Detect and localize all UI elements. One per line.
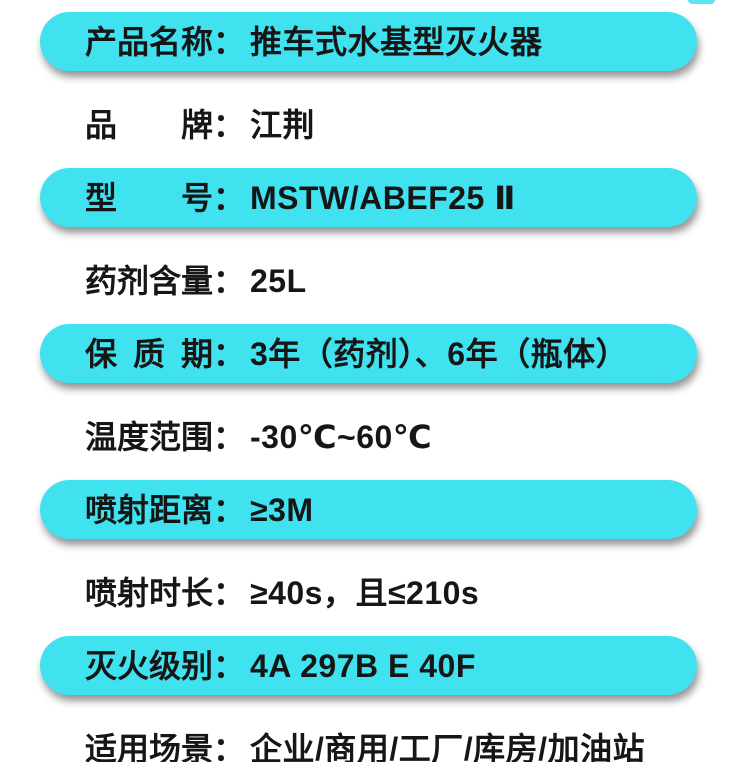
spec-row-inner: 产品名称：推车式水基型灭火器 [40,12,697,71]
spec-colon: ： [213,23,246,60]
spec-row: 喷射距离： ≥3M [0,480,750,552]
spec-row: 喷射时长： ≥40s，且≤210s [0,552,750,624]
spec-colon: ： [213,647,246,684]
spec-row: 适用场景：企业/商用/工厂/库房/加油站 [0,708,750,762]
spec-colon: ： [213,491,246,528]
spec-value: MSTW/ABEF25 Ⅱ [250,179,516,216]
spec-row-inner: 适用场景：企业/商用/工厂/库房/加油站 [0,713,750,762]
spec-row: 温度范围： -30℃~60℃ [0,396,750,468]
spec-row-inner: 品牌：江荆 [0,89,750,161]
spec-label: 喷射距离 [85,491,214,528]
spec-row-inner: 喷射时长： ≥40s，且≤210s [0,557,750,629]
spec-row-inner: 药剂含量： 25L [0,245,750,317]
spec-colon: ： [213,179,246,216]
spec-label: 温度范围 [85,419,214,455]
spec-colon: ： [213,263,246,299]
spec-colon: ： [213,575,246,611]
spec-colon: ： [213,335,246,372]
spec-row: 保质期： 3年（药剂）、6年（瓶体） [0,324,750,396]
spec-value: ≥3M [250,491,314,528]
spec-value: -30℃~60℃ [250,419,433,455]
spec-colon: ： [213,107,246,143]
spec-row: 产品名称：推车式水基型灭火器 [0,12,750,84]
spec-label: 产品名称 [85,23,214,60]
spec-row-inner: 喷射距离： ≥3M [40,480,697,539]
spec-row-inner: 保质期： 3年（药剂）、6年（瓶体） [40,324,697,383]
spec-value: 25L [250,263,307,299]
spec-value: ≥40s，且≤210s [250,575,480,611]
spec-row-inner: 型号： MSTW/ABEF25 Ⅱ [40,168,697,227]
spec-label: 药剂含量 [85,263,214,299]
spec-value: 企业/商用/工厂/库房/加油站 [250,731,646,762]
spec-value: 3年（药剂）、6年（瓶体） [250,335,629,372]
top-edge-pill-fragment [688,0,715,4]
spec-row-inner: 温度范围： -30℃~60℃ [0,401,750,473]
spec-label: 适用场景 [85,731,214,762]
spec-row: 灭火级别： 4A 297B E 40F [0,636,750,708]
spec-row: 品牌：江荆 [0,84,750,156]
spec-colon: ： [213,419,246,455]
spec-label: 灭火级别 [85,647,214,684]
spec-value: 江荆 [250,107,316,143]
spec-label: 型号 [85,179,213,216]
spec-label: 喷射时长 [85,575,214,611]
spec-value: 4A 297B E 40F [250,647,476,684]
spec-row: 型号： MSTW/ABEF25 Ⅱ [0,168,750,240]
spec-row-inner: 灭火级别： 4A 297B E 40F [40,636,697,695]
spec-label: 品牌 [85,107,213,143]
spec-value: 推车式水基型灭火器 [250,23,543,60]
spec-label: 保质期 [85,335,213,372]
spec-row: 药剂含量： 25L [0,240,750,312]
spec-colon: ： [213,731,246,762]
